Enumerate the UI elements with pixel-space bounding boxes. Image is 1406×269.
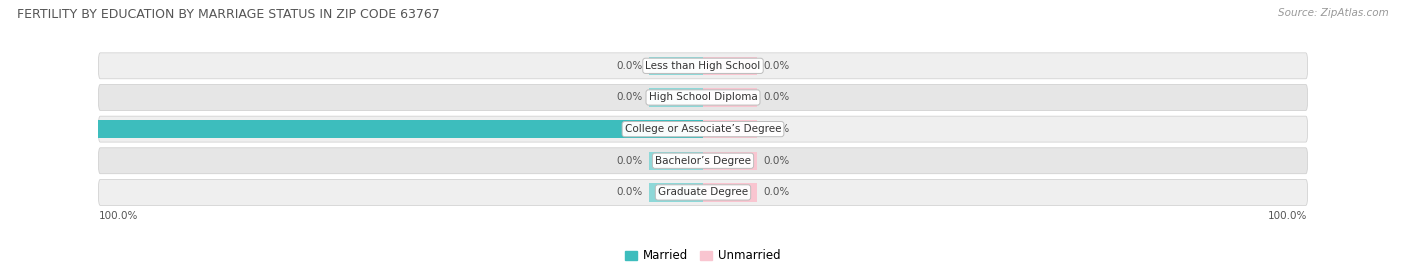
Bar — [703, 183, 758, 201]
Bar — [648, 88, 703, 107]
Text: Graduate Degree: Graduate Degree — [658, 187, 748, 197]
Bar — [703, 152, 758, 170]
Text: 0.0%: 0.0% — [616, 61, 643, 71]
Text: Bachelor’s Degree: Bachelor’s Degree — [655, 156, 751, 166]
Legend: Married, Unmarried: Married, Unmarried — [620, 245, 786, 267]
Text: 0.0%: 0.0% — [616, 93, 643, 102]
Bar — [648, 183, 703, 201]
Text: 0.0%: 0.0% — [763, 93, 790, 102]
FancyBboxPatch shape — [98, 84, 1308, 111]
Text: 100.0%: 100.0% — [49, 124, 93, 134]
Text: 100.0%: 100.0% — [1268, 211, 1308, 221]
Bar — [703, 120, 758, 138]
Text: 0.0%: 0.0% — [763, 124, 790, 134]
Bar — [703, 57, 758, 75]
Bar — [648, 57, 703, 75]
Text: 0.0%: 0.0% — [763, 187, 790, 197]
Bar — [703, 88, 758, 107]
Text: FERTILITY BY EDUCATION BY MARRIAGE STATUS IN ZIP CODE 63767: FERTILITY BY EDUCATION BY MARRIAGE STATU… — [17, 8, 440, 21]
Text: 0.0%: 0.0% — [616, 187, 643, 197]
Text: 0.0%: 0.0% — [763, 61, 790, 71]
Text: 0.0%: 0.0% — [763, 156, 790, 166]
Text: Source: ZipAtlas.com: Source: ZipAtlas.com — [1278, 8, 1389, 18]
FancyBboxPatch shape — [98, 179, 1308, 206]
FancyBboxPatch shape — [98, 116, 1308, 142]
Text: 0.0%: 0.0% — [616, 156, 643, 166]
Text: High School Diploma: High School Diploma — [648, 93, 758, 102]
Text: College or Associate’s Degree: College or Associate’s Degree — [624, 124, 782, 134]
Bar — [98, 120, 703, 138]
FancyBboxPatch shape — [98, 148, 1308, 174]
Text: 100.0%: 100.0% — [98, 211, 138, 221]
Bar — [648, 152, 703, 170]
FancyBboxPatch shape — [98, 53, 1308, 79]
Text: Less than High School: Less than High School — [645, 61, 761, 71]
